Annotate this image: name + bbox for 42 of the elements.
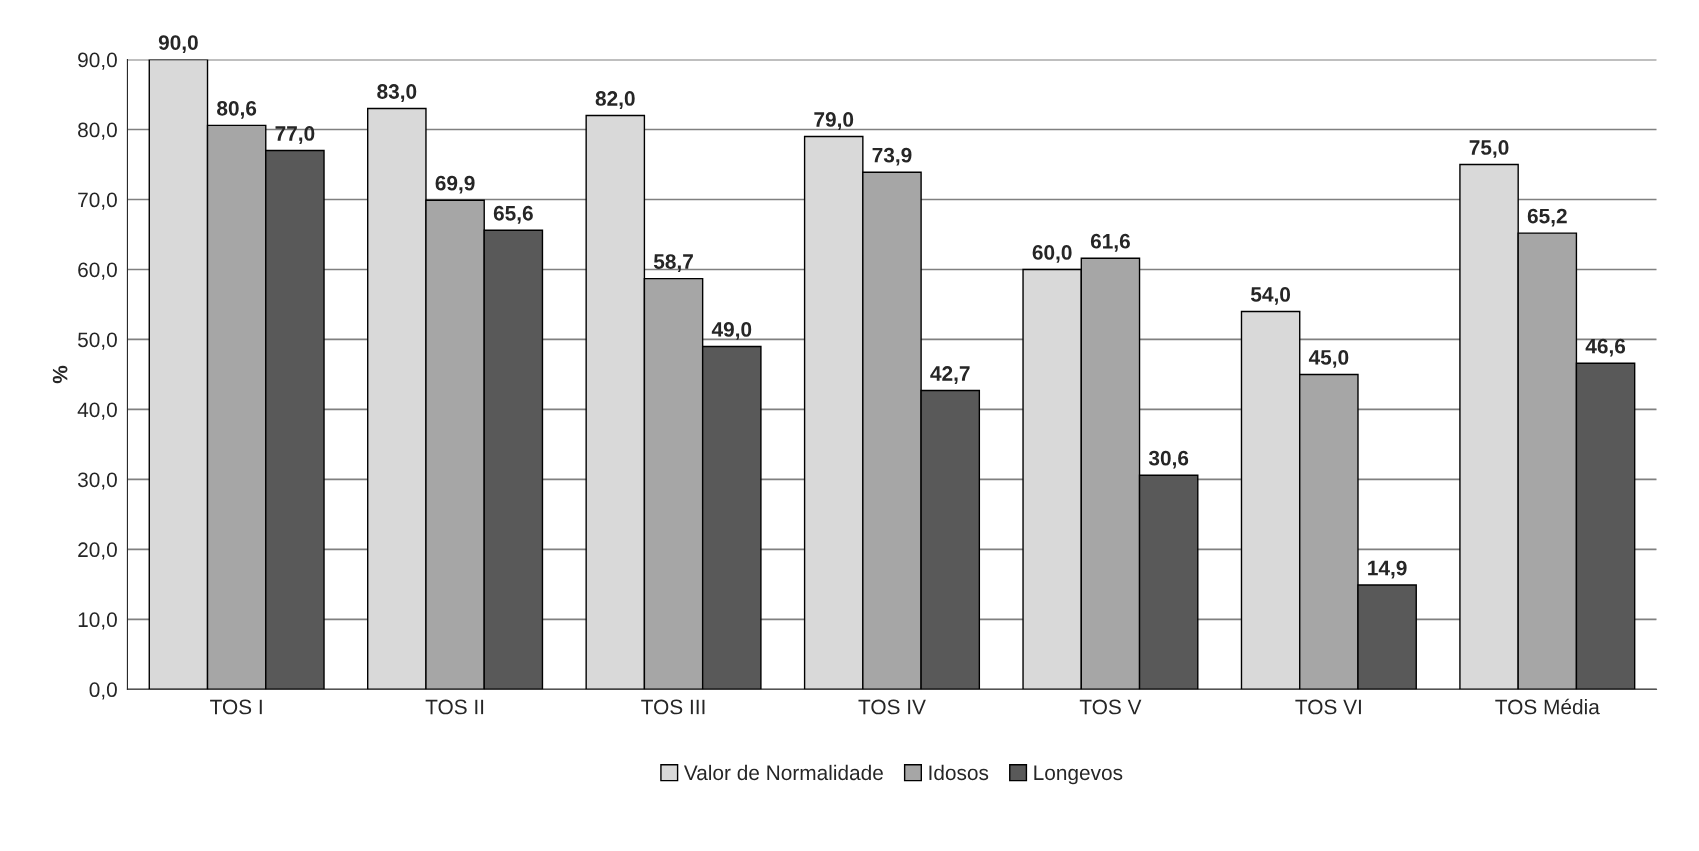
y-tick-label: 80,0 [78, 122, 117, 140]
data-label: 60,0 [1032, 245, 1072, 263]
data-label: 54,0 [1250, 287, 1291, 305]
y-tick-label: 60,0 [78, 262, 117, 280]
data-label: 69,9 [435, 175, 475, 194]
y-tick-label: 70,0 [78, 192, 117, 210]
x-tick-label: TOS V [1079, 699, 1142, 715]
data-label: 77,0 [275, 126, 315, 144]
y-tick-label: 40,0 [77, 402, 117, 420]
y-tick-label: 90,0 [78, 52, 117, 70]
y-tick-label: 50,0 [77, 332, 117, 350]
data-label: 46,6 [1585, 338, 1626, 357]
data-label: 65,2 [1527, 208, 1567, 227]
data-label: 65,6 [493, 205, 533, 224]
legend-label: Longevos [1034, 765, 1123, 785]
data-label: 49,0 [711, 322, 752, 340]
data-label: 45,0 [1308, 350, 1349, 368]
data-label: 42,7 [930, 366, 970, 384]
data-label: 30,6 [1148, 450, 1189, 469]
data-label: 79,0 [814, 112, 854, 130]
legend-label: Valor de Normalidade [683, 764, 883, 781]
y-axis-title: % [52, 365, 68, 384]
data-label: 73,9 [872, 147, 912, 166]
x-tick-label: TOS II [425, 699, 484, 715]
data-label: 61,6 [1090, 233, 1130, 252]
y-tick-label: 10,0 [78, 612, 117, 630]
data-label: 90,0 [158, 35, 198, 53]
data-label: 80,6 [217, 100, 257, 119]
x-tick-label: TOS III [641, 699, 705, 715]
data-label: 83,0 [377, 84, 417, 102]
x-tick-label: TOS IV [858, 699, 926, 715]
y-tick-label: 20,0 [78, 542, 117, 560]
data-label: 75,0 [1469, 140, 1509, 158]
data-label: 14,9 [1368, 560, 1407, 579]
x-tick-label: TOS VI [1295, 699, 1361, 715]
data-label: 82,0 [595, 91, 635, 109]
y-tick-label: 0,0 [89, 682, 117, 700]
y-tick-label: 30,0 [77, 472, 117, 490]
data-label: 58,7 [653, 254, 693, 272]
x-tick-label: TOS I [210, 699, 262, 715]
legend-label: Idosos [929, 764, 989, 781]
x-tick-label: TOS Média [1495, 698, 1600, 715]
